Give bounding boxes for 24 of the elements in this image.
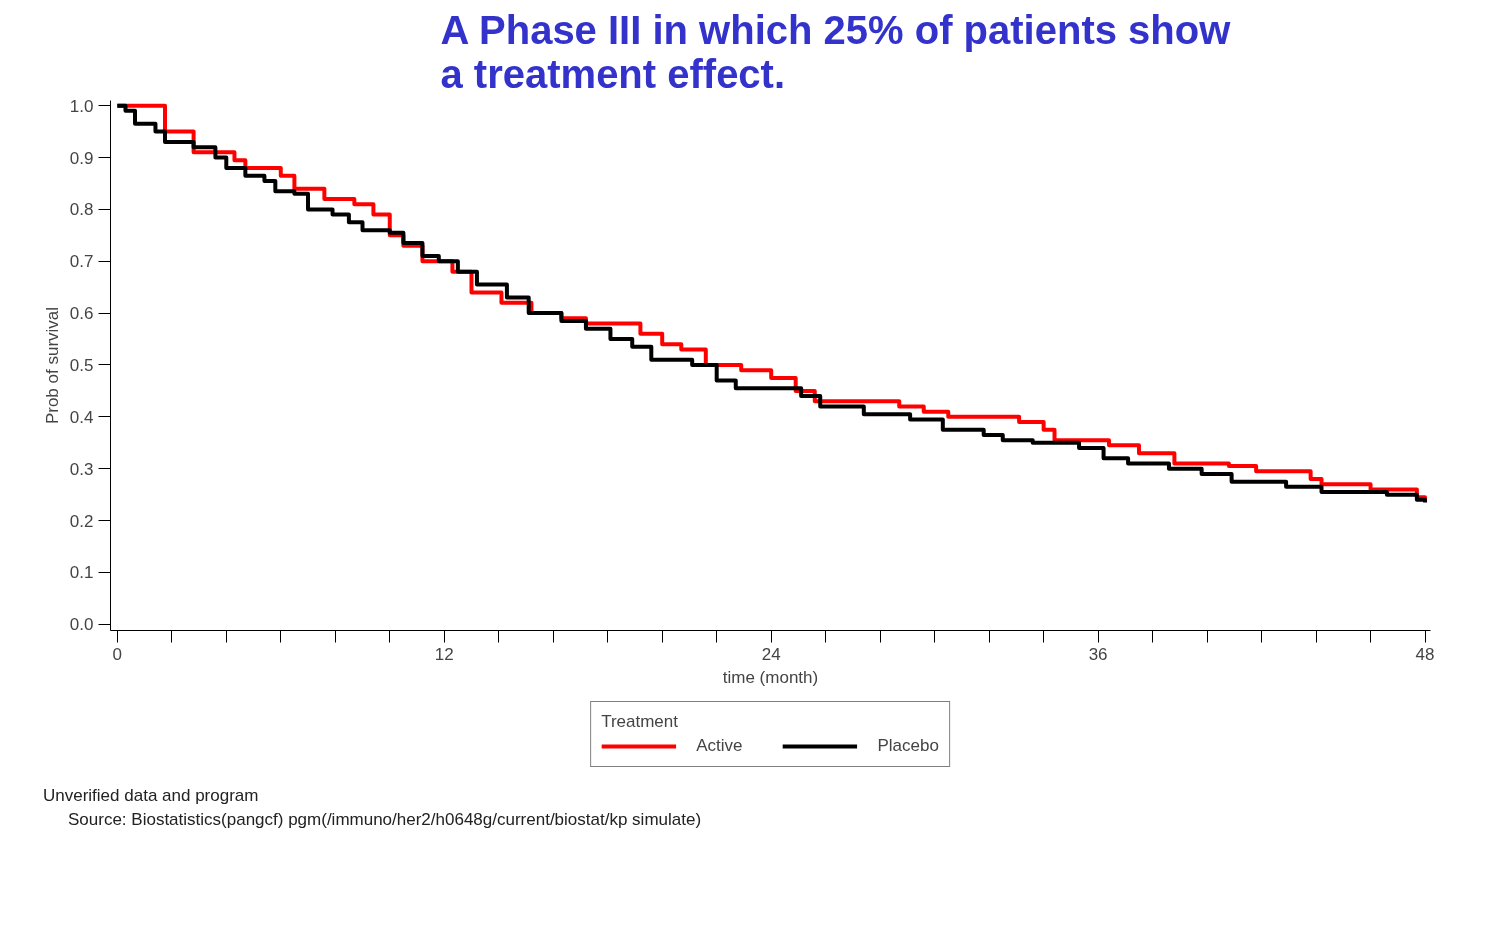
text: Unverified data and program: [43, 785, 260, 807]
y-tick-label: 0.7: [69, 252, 94, 272]
x-tick-label: 0: [112, 644, 123, 664]
y-axis-title: Prob of survival: [42, 306, 62, 425]
x-tick-label: 48: [1415, 644, 1435, 664]
y-tick-label: 0.5: [69, 355, 94, 375]
y-tick-label: 0.1: [69, 563, 94, 583]
x-tick-label: 36: [1088, 644, 1108, 664]
y-tick-label: 0.8: [69, 200, 94, 220]
x-tick-label: 12: [434, 644, 454, 664]
y-tick-label: 0.6: [69, 304, 94, 324]
legend-label: Placebo: [877, 736, 939, 756]
y-tick-label: 0.2: [69, 511, 94, 531]
y-tick-label: 0.3: [69, 459, 94, 479]
legend-label: Active: [696, 736, 743, 756]
legend-title: Treatment: [601, 712, 679, 732]
chart-title: A Phase III in which 25% of patients show a treatment effect.: [440, 7, 1232, 96]
y-tick-label: 1.0: [69, 96, 94, 116]
y-tick-label: 0.9: [69, 148, 94, 168]
x-axis-title: time (month): [722, 667, 819, 687]
y-tick-label: 0.4: [69, 407, 94, 427]
x-tick-label: 24: [761, 644, 781, 664]
y-tick-label: 0.0: [69, 615, 94, 635]
source-note: Source: Biostatistics(pangcf) pgm(/immuno/her2/h0648g/current/biostat/kp simulate): [68, 809, 702, 832]
